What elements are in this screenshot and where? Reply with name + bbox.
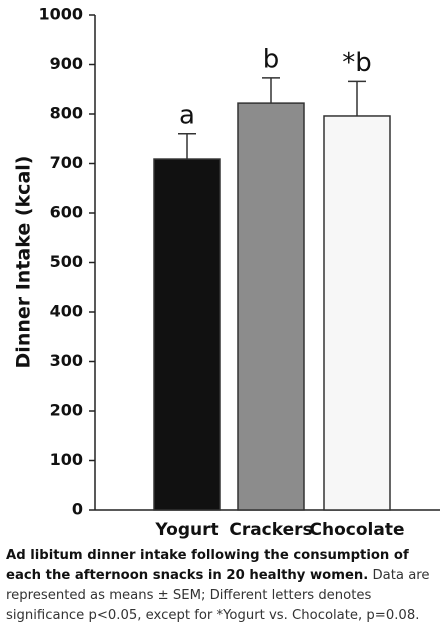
- chart: Dinner Intake (kcal) 0 100 200 300 400 500 600…: [13, 5, 440, 540]
- y-tick-label: 1000: [38, 5, 83, 24]
- annotation: a: [179, 100, 195, 130]
- y-tick-label: 400: [50, 302, 83, 321]
- y-tick-label: 200: [50, 401, 83, 420]
- y-axis-label: Dinner Intake (kcal): [13, 156, 35, 369]
- bar: [323, 115, 391, 511]
- y-tick-label: 700: [50, 153, 83, 172]
- caption-bold: Ad libitum dinner intake following the c…: [6, 548, 409, 583]
- caption: Ad libitum dinner intake following the c…: [6, 546, 438, 626]
- bar: [237, 102, 305, 511]
- y-tick-label: 800: [50, 104, 83, 123]
- caption-text: Data are represented as means ± SEM; Dif…: [6, 568, 430, 623]
- y-tick-label: 0: [72, 500, 83, 519]
- y-tick-label: 500: [50, 252, 83, 271]
- y-tick-label: 100: [50, 450, 83, 469]
- y-tick-label: 900: [50, 54, 83, 73]
- x-tick-label: Chocolate: [310, 520, 405, 540]
- x-tick-label: Yogurt: [154, 520, 218, 540]
- bar: [153, 158, 221, 511]
- annotation: b: [263, 44, 280, 74]
- y-tick-label: 600: [50, 203, 83, 222]
- x-tick-label: Crackers: [229, 520, 312, 540]
- y-tick-label: 300: [50, 351, 83, 370]
- annotation: *b: [342, 48, 372, 78]
